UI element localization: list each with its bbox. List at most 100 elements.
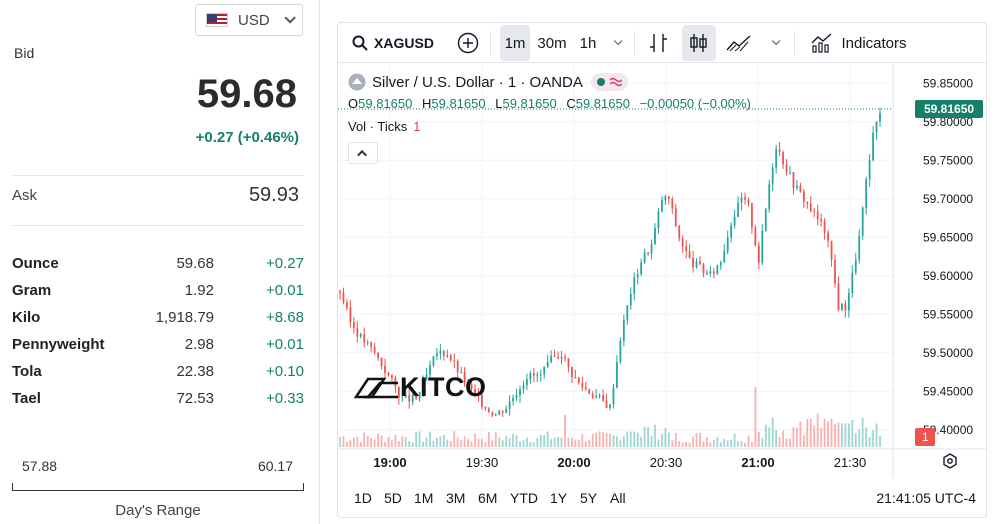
candle-body (498, 410, 501, 416)
wave-icon (609, 77, 622, 87)
volume-bar (339, 437, 341, 447)
symbol-search-button[interactable]: XAGUSD (348, 23, 438, 63)
ohlc-legend: O59.81650 H59.81650 L59.81650 C59.81650 … (348, 96, 751, 111)
volume-bar (591, 433, 594, 447)
candle-body (678, 225, 681, 239)
volume-bar (442, 434, 445, 447)
volume-bar (695, 433, 698, 447)
volume-bar (498, 437, 501, 447)
volume-bar (706, 437, 708, 447)
volume-bar (519, 441, 521, 447)
currency-select[interactable]: USD (195, 4, 303, 36)
candle-body (574, 377, 577, 379)
volume-bar (359, 442, 362, 447)
volume-bar (456, 437, 459, 447)
candle-body (823, 221, 826, 233)
candle-body (522, 385, 525, 390)
days-range-label: Day's Range (115, 502, 201, 519)
range-1m[interactable]: 1M (414, 490, 434, 506)
candle-body (536, 374, 539, 376)
volume-bar (377, 433, 379, 447)
candle-body (664, 196, 667, 201)
interval-30m[interactable]: 30m (537, 34, 567, 52)
plus-circle-icon (457, 32, 479, 54)
range-6m[interactable]: 6M (478, 490, 498, 506)
chart-settings-icon[interactable] (943, 453, 957, 469)
time-axis-label: 19:00 (373, 455, 406, 470)
volume-bar (470, 441, 473, 447)
volume-bar (487, 431, 490, 447)
volume-bar (616, 436, 618, 447)
candle-body (629, 293, 632, 306)
candle-body (685, 246, 688, 252)
price-chart[interactable]: 59.85000 59.80000 59.75000 59.70000 59.65000… (338, 64, 987, 478)
market-open-dot-icon (596, 78, 605, 86)
symbol-description: Silver / U.S. Dollar · 1 · OANDA (372, 73, 583, 91)
candle-body (564, 356, 566, 359)
candle-body (532, 373, 535, 376)
volume-bar (536, 438, 539, 447)
volume-bar (550, 439, 553, 447)
candle-body (397, 386, 400, 398)
interval-dropdown[interactable] (606, 23, 626, 63)
volume-bar (460, 440, 463, 447)
volume-bar (861, 417, 864, 447)
volume-bar (581, 434, 584, 447)
volume-bar (654, 424, 656, 447)
chart-style-dropdown[interactable] (764, 23, 784, 63)
volume-bar (796, 427, 798, 447)
days-range-high: 60.17 (257, 458, 293, 474)
range-5y[interactable]: 5Y (580, 490, 598, 506)
chart-clock[interactable]: 21:41:05 UTC-4 (876, 490, 976, 506)
candle-body (609, 404, 611, 408)
volume-bar (830, 418, 833, 447)
range-3m[interactable]: 3M (446, 490, 466, 506)
compare-symbol-button[interactable] (454, 23, 482, 63)
candle-body (512, 397, 514, 402)
candle-body (847, 293, 850, 311)
volume-bar (834, 424, 836, 447)
volume-bar (588, 439, 591, 447)
volume-bar (858, 429, 861, 447)
range-ytd[interactable]: YTD (510, 490, 538, 506)
bar-style-button[interactable] (644, 23, 674, 63)
days-range-bar (12, 483, 304, 491)
candles-style-button[interactable] (682, 25, 716, 61)
range-5d[interactable]: 5D (384, 490, 402, 506)
range-1d[interactable]: 1D (354, 490, 372, 506)
volume-bar (346, 441, 348, 447)
indicators-button[interactable]: Indicators (804, 23, 914, 63)
volume-bar (501, 440, 504, 447)
candle-body (740, 197, 743, 203)
volume-bar (449, 440, 452, 447)
range-all[interactable]: All (610, 490, 626, 506)
collapse-legend-button[interactable] (348, 142, 378, 164)
candle-body (723, 251, 726, 263)
candle-body (761, 230, 764, 263)
volume-bar (823, 418, 826, 447)
candle-body (404, 394, 407, 398)
volume-bar (584, 441, 587, 447)
volume-bar (602, 431, 604, 447)
range-1y[interactable]: 1Y (550, 490, 568, 506)
time-axis-label: 20:00 (557, 455, 590, 470)
time-axis-label: 21:30 (834, 455, 867, 470)
unit-price: 22.38 (176, 363, 214, 380)
candle-body (834, 259, 836, 284)
candle-body (501, 410, 504, 413)
volume-bar (716, 437, 719, 447)
interval-1m[interactable]: 1m (500, 25, 530, 61)
candle-body (377, 352, 379, 358)
interval-1h[interactable]: 1h (579, 34, 597, 52)
volume-bar (847, 423, 850, 447)
time-axis-label: 19:30 (466, 455, 499, 470)
unit-change: +0.01 (266, 336, 304, 353)
market-status-badge[interactable] (590, 73, 628, 91)
volume-bar (851, 420, 854, 447)
volume-bar (543, 435, 546, 447)
candle-body (692, 257, 694, 268)
area-style-button[interactable] (724, 23, 754, 63)
candle-body (352, 322, 355, 329)
last-volume-tag (915, 428, 935, 446)
chevron-up-icon (356, 149, 367, 160)
